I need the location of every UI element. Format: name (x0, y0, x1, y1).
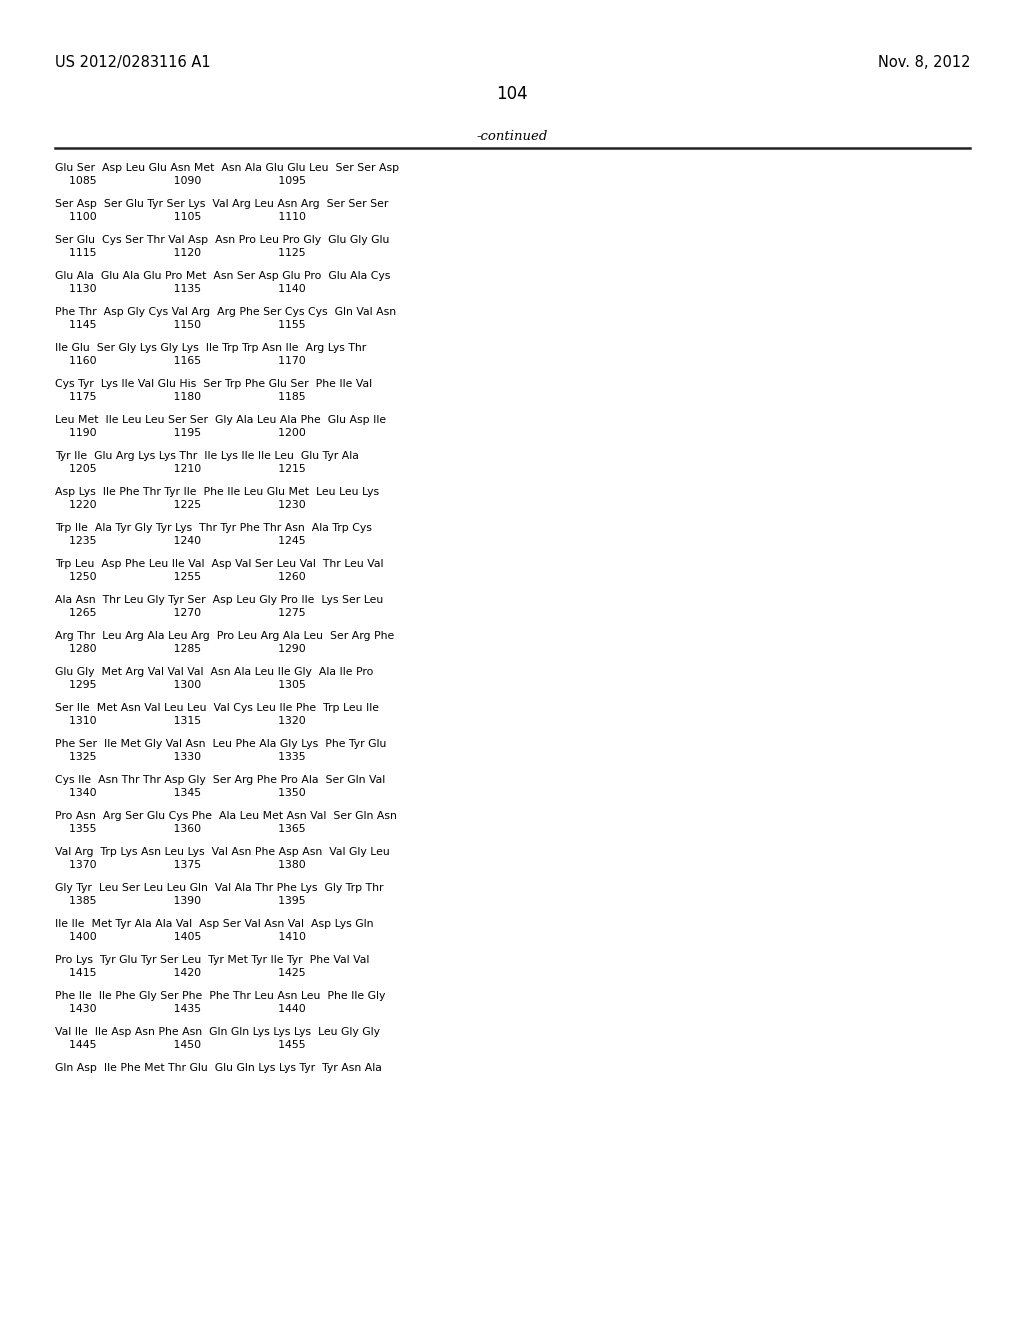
Text: 1295                      1300                      1305: 1295 1300 1305 (55, 680, 306, 690)
Text: 1250                      1255                      1260: 1250 1255 1260 (55, 572, 306, 582)
Text: Ile Glu  Ser Gly Lys Gly Lys  Ile Trp Trp Asn Ile  Arg Lys Thr: Ile Glu Ser Gly Lys Gly Lys Ile Trp Trp … (55, 343, 367, 352)
Text: 1145                      1150                      1155: 1145 1150 1155 (55, 319, 305, 330)
Text: Phe Ile  Ile Phe Gly Ser Phe  Phe Thr Leu Asn Leu  Phe Ile Gly: Phe Ile Ile Phe Gly Ser Phe Phe Thr Leu … (55, 991, 385, 1001)
Text: 1175                      1180                      1185: 1175 1180 1185 (55, 392, 305, 403)
Text: Glu Ser  Asp Leu Glu Asn Met  Asn Ala Glu Glu Leu  Ser Ser Asp: Glu Ser Asp Leu Glu Asn Met Asn Ala Glu … (55, 162, 399, 173)
Text: 1160                      1165                      1170: 1160 1165 1170 (55, 356, 306, 366)
Text: 1220                      1225                      1230: 1220 1225 1230 (55, 500, 306, 510)
Text: US 2012/0283116 A1: US 2012/0283116 A1 (55, 55, 211, 70)
Text: 1430                      1435                      1440: 1430 1435 1440 (55, 1005, 306, 1014)
Text: Asp Lys  Ile Phe Thr Tyr Ile  Phe Ile Leu Glu Met  Leu Leu Lys: Asp Lys Ile Phe Thr Tyr Ile Phe Ile Leu … (55, 487, 379, 498)
Text: Nov. 8, 2012: Nov. 8, 2012 (878, 55, 970, 70)
Text: 1370                      1375                      1380: 1370 1375 1380 (55, 861, 306, 870)
Text: Gly Tyr  Leu Ser Leu Leu Gln  Val Ala Thr Phe Lys  Gly Trp Thr: Gly Tyr Leu Ser Leu Leu Gln Val Ala Thr … (55, 883, 384, 894)
Text: Pro Asn  Arg Ser Glu Cys Phe  Ala Leu Met Asn Val  Ser Gln Asn: Pro Asn Arg Ser Glu Cys Phe Ala Leu Met … (55, 810, 397, 821)
Text: Pro Lys  Tyr Glu Tyr Ser Leu  Tyr Met Tyr Ile Tyr  Phe Val Val: Pro Lys Tyr Glu Tyr Ser Leu Tyr Met Tyr … (55, 954, 370, 965)
Text: Leu Met  Ile Leu Leu Ser Ser  Gly Ala Leu Ala Phe  Glu Asp Ile: Leu Met Ile Leu Leu Ser Ser Gly Ala Leu … (55, 414, 386, 425)
Text: 1085                      1090                      1095: 1085 1090 1095 (55, 176, 306, 186)
Text: Phe Ser  Ile Met Gly Val Asn  Leu Phe Ala Gly Lys  Phe Tyr Glu: Phe Ser Ile Met Gly Val Asn Leu Phe Ala … (55, 739, 386, 748)
Text: Ile Ile  Met Tyr Ala Ala Val  Asp Ser Val Asn Val  Asp Lys Gln: Ile Ile Met Tyr Ala Ala Val Asp Ser Val … (55, 919, 374, 929)
Text: Phe Thr  Asp Gly Cys Val Arg  Arg Phe Ser Cys Cys  Gln Val Asn: Phe Thr Asp Gly Cys Val Arg Arg Phe Ser … (55, 308, 396, 317)
Text: Tyr Ile  Glu Arg Lys Lys Thr  Ile Lys Ile Ile Leu  Glu Tyr Ala: Tyr Ile Glu Arg Lys Lys Thr Ile Lys Ile … (55, 451, 358, 461)
Text: Ser Asp  Ser Glu Tyr Ser Lys  Val Arg Leu Asn Arg  Ser Ser Ser: Ser Asp Ser Glu Tyr Ser Lys Val Arg Leu … (55, 199, 388, 209)
Text: 1400                      1405                      1410: 1400 1405 1410 (55, 932, 306, 942)
Text: 1190                      1195                      1200: 1190 1195 1200 (55, 428, 306, 438)
Text: Val Arg  Trp Lys Asn Leu Lys  Val Asn Phe Asp Asn  Val Gly Leu: Val Arg Trp Lys Asn Leu Lys Val Asn Phe … (55, 847, 390, 857)
Text: 1385                      1390                      1395: 1385 1390 1395 (55, 896, 305, 906)
Text: 1280                      1285                      1290: 1280 1285 1290 (55, 644, 306, 653)
Text: Arg Thr  Leu Arg Ala Leu Arg  Pro Leu Arg Ala Leu  Ser Arg Phe: Arg Thr Leu Arg Ala Leu Arg Pro Leu Arg … (55, 631, 394, 642)
Text: 1325                      1330                      1335: 1325 1330 1335 (55, 752, 305, 762)
Text: 104: 104 (497, 84, 527, 103)
Text: Ser Glu  Cys Ser Thr Val Asp  Asn Pro Leu Pro Gly  Glu Gly Glu: Ser Glu Cys Ser Thr Val Asp Asn Pro Leu … (55, 235, 389, 246)
Text: 1265                      1270                      1275: 1265 1270 1275 (55, 609, 305, 618)
Text: 1340                      1345                      1350: 1340 1345 1350 (55, 788, 306, 799)
Text: Cys Tyr  Lys Ile Val Glu His  Ser Trp Phe Glu Ser  Phe Ile Val: Cys Tyr Lys Ile Val Glu His Ser Trp Phe … (55, 379, 372, 389)
Text: Cys Ile  Asn Thr Thr Asp Gly  Ser Arg Phe Pro Ala  Ser Gln Val: Cys Ile Asn Thr Thr Asp Gly Ser Arg Phe … (55, 775, 385, 785)
Text: Gln Asp  Ile Phe Met Thr Glu  Glu Gln Lys Lys Tyr  Tyr Asn Ala: Gln Asp Ile Phe Met Thr Glu Glu Gln Lys … (55, 1063, 382, 1073)
Text: Glu Ala  Glu Ala Glu Pro Met  Asn Ser Asp Glu Pro  Glu Ala Cys: Glu Ala Glu Ala Glu Pro Met Asn Ser Asp … (55, 271, 390, 281)
Text: Trp Ile  Ala Tyr Gly Tyr Lys  Thr Tyr Phe Thr Asn  Ala Trp Cys: Trp Ile Ala Tyr Gly Tyr Lys Thr Tyr Phe … (55, 523, 372, 533)
Text: 1235                      1240                      1245: 1235 1240 1245 (55, 536, 305, 546)
Text: 1100                      1105                      1110: 1100 1105 1110 (55, 213, 306, 222)
Text: Trp Leu  Asp Phe Leu Ile Val  Asp Val Ser Leu Val  Thr Leu Val: Trp Leu Asp Phe Leu Ile Val Asp Val Ser … (55, 558, 384, 569)
Text: 1205                      1210                      1215: 1205 1210 1215 (55, 465, 306, 474)
Text: Glu Gly  Met Arg Val Val Val  Asn Ala Leu Ile Gly  Ala Ile Pro: Glu Gly Met Arg Val Val Val Asn Ala Leu … (55, 667, 374, 677)
Text: Ala Asn  Thr Leu Gly Tyr Ser  Asp Leu Gly Pro Ile  Lys Ser Leu: Ala Asn Thr Leu Gly Tyr Ser Asp Leu Gly … (55, 595, 383, 605)
Text: 1415                      1420                      1425: 1415 1420 1425 (55, 968, 305, 978)
Text: Val Ile  Ile Asp Asn Phe Asn  Gln Gln Lys Lys Lys  Leu Gly Gly: Val Ile Ile Asp Asn Phe Asn Gln Gln Lys … (55, 1027, 380, 1038)
Text: -continued: -continued (476, 129, 548, 143)
Text: 1445                      1450                      1455: 1445 1450 1455 (55, 1040, 305, 1049)
Text: 1310                      1315                      1320: 1310 1315 1320 (55, 715, 306, 726)
Text: 1130                      1135                      1140: 1130 1135 1140 (55, 284, 306, 294)
Text: Ser Ile  Met Asn Val Leu Leu  Val Cys Leu Ile Phe  Trp Leu Ile: Ser Ile Met Asn Val Leu Leu Val Cys Leu … (55, 704, 379, 713)
Text: 1115                      1120                      1125: 1115 1120 1125 (55, 248, 305, 257)
Text: 1355                      1360                      1365: 1355 1360 1365 (55, 824, 305, 834)
